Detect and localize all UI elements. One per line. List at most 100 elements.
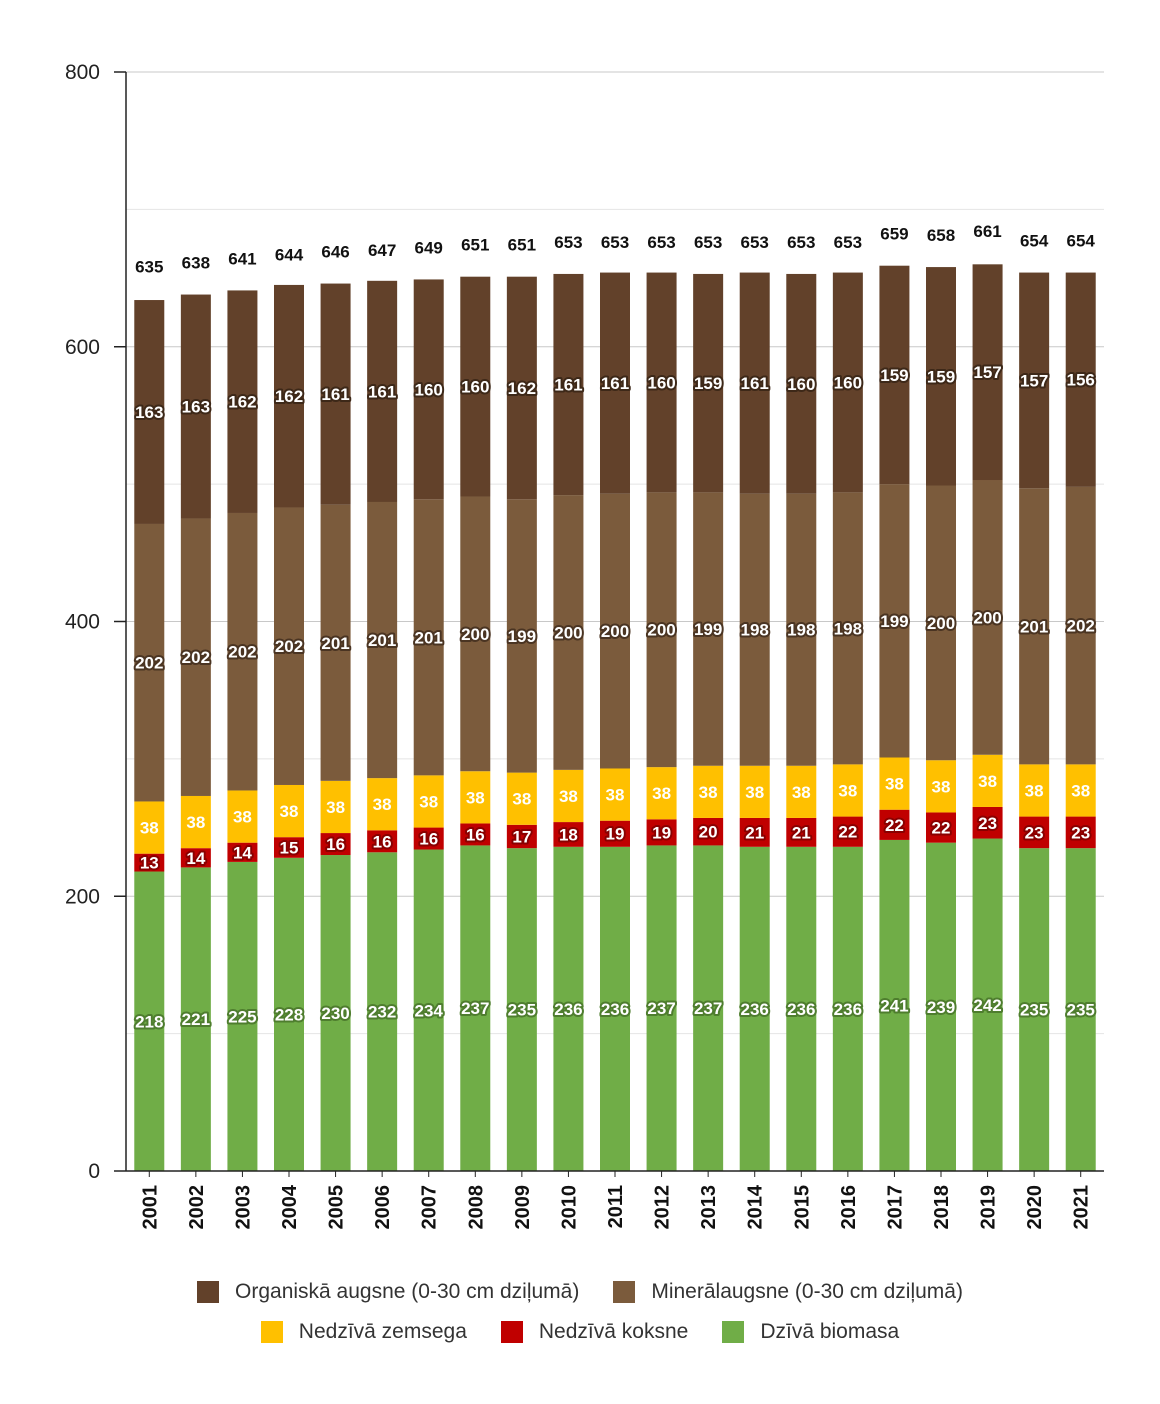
data-label: 201 bbox=[415, 628, 443, 647]
bar-segment bbox=[972, 806, 1003, 839]
bar-segment bbox=[367, 852, 398, 1171]
total-label: 635 bbox=[135, 258, 163, 277]
bar-segment bbox=[180, 848, 211, 868]
data-label: 14 bbox=[233, 843, 252, 862]
total-label: 653 bbox=[694, 233, 722, 252]
bar-segment bbox=[739, 493, 770, 766]
bar-segment bbox=[134, 871, 165, 1171]
data-label: 198 bbox=[834, 619, 862, 638]
total-label: 654 bbox=[1067, 232, 1096, 251]
total-label: 653 bbox=[647, 233, 675, 252]
bar-segment bbox=[320, 855, 351, 1171]
bar-segment bbox=[832, 846, 863, 1171]
data-label: 199 bbox=[508, 627, 536, 646]
total-label: 659 bbox=[880, 225, 908, 244]
data-label: 235 bbox=[508, 1001, 536, 1020]
bar-segment bbox=[274, 784, 304, 838]
legend-label: Organiskā augsne (0-30 cm dziļumā) bbox=[235, 1280, 580, 1303]
data-label: 228 bbox=[275, 1005, 303, 1024]
data-label: 234 bbox=[415, 1001, 444, 1020]
bar-segment bbox=[413, 499, 444, 776]
bar-segment bbox=[227, 842, 258, 862]
data-label: 16 bbox=[466, 825, 485, 844]
bar-segment bbox=[1065, 486, 1096, 765]
data-label: 38 bbox=[1071, 781, 1090, 800]
data-label: 162 bbox=[228, 393, 256, 412]
bar-segment bbox=[693, 845, 724, 1171]
x-tick-label: 2002 bbox=[186, 1185, 208, 1230]
bar-segment bbox=[972, 754, 1003, 807]
legend-swatch bbox=[722, 1321, 745, 1343]
data-label: 199 bbox=[694, 620, 722, 639]
data-label: 159 bbox=[927, 367, 955, 386]
bar-segment bbox=[134, 801, 165, 854]
data-label: 17 bbox=[512, 827, 531, 846]
data-label: 200 bbox=[647, 621, 675, 640]
data-label: 38 bbox=[326, 798, 345, 817]
bar-segment bbox=[832, 492, 863, 765]
total-label: 638 bbox=[182, 254, 210, 273]
y-tick-label: 400 bbox=[65, 611, 100, 634]
data-label: 21 bbox=[792, 823, 811, 842]
legend-swatch bbox=[260, 1321, 283, 1343]
data-label: 202 bbox=[1067, 617, 1095, 636]
x-tick-label: 2006 bbox=[372, 1185, 394, 1230]
x-tick-label: 2009 bbox=[512, 1185, 534, 1230]
x-tick-label: 2016 bbox=[838, 1185, 860, 1230]
bar-segment bbox=[367, 830, 398, 853]
data-label: 201 bbox=[368, 631, 396, 650]
data-label: 160 bbox=[834, 373, 862, 392]
total-label: 654 bbox=[1020, 232, 1049, 251]
data-label: 230 bbox=[321, 1004, 349, 1023]
data-label: 38 bbox=[699, 783, 718, 802]
data-label: 22 bbox=[838, 823, 857, 842]
data-label: 200 bbox=[461, 625, 489, 644]
data-label: 237 bbox=[461, 999, 489, 1018]
y-tick-label: 800 bbox=[65, 61, 100, 84]
bar-segment bbox=[506, 499, 537, 773]
bar-segment bbox=[600, 272, 630, 494]
legend-item-dead-wood: Nedzīvā koksne bbox=[500, 1320, 688, 1344]
data-label: 202 bbox=[275, 637, 303, 656]
bar-segment bbox=[460, 496, 491, 772]
bar-segment bbox=[506, 848, 537, 1171]
bar-segment bbox=[1065, 272, 1096, 487]
x-tick-label: 2012 bbox=[652, 1185, 674, 1230]
data-label: 14 bbox=[186, 849, 205, 868]
bar-segment bbox=[506, 824, 537, 849]
legend-row-1: Organiskā augsne (0-30 cm dziļumā) Miner… bbox=[0, 1280, 1160, 1304]
bar-segment bbox=[274, 284, 304, 508]
data-label: 13 bbox=[140, 854, 159, 873]
x-tick-label: 2014 bbox=[745, 1184, 767, 1229]
bar-segment bbox=[367, 778, 398, 831]
bar-segment bbox=[320, 504, 351, 781]
data-label: 199 bbox=[880, 612, 908, 631]
data-label: 201 bbox=[1020, 617, 1048, 636]
total-label: 647 bbox=[368, 241, 396, 260]
bar-segment bbox=[832, 272, 863, 493]
y-tick-label: 600 bbox=[65, 336, 100, 359]
data-label: 161 bbox=[554, 376, 582, 395]
bar-segment bbox=[693, 492, 724, 766]
bar-segment bbox=[506, 772, 537, 825]
data-label: 200 bbox=[973, 608, 1001, 627]
total-label: 653 bbox=[741, 233, 769, 252]
bar-segment bbox=[926, 485, 956, 761]
data-label: 38 bbox=[280, 802, 299, 821]
total-label: 653 bbox=[834, 233, 862, 252]
bar-segment bbox=[413, 849, 444, 1171]
bar-segment bbox=[693, 765, 724, 818]
data-label: 236 bbox=[834, 1000, 862, 1019]
data-label: 157 bbox=[973, 363, 1001, 382]
bar-segment bbox=[1019, 816, 1050, 849]
legend-item-mineral-soil: Minerālaugsne (0-30 cm dziļumā) bbox=[613, 1280, 963, 1304]
data-label: 38 bbox=[373, 795, 392, 814]
bar-segment bbox=[786, 765, 817, 818]
data-label: 232 bbox=[368, 1003, 396, 1022]
data-label: 198 bbox=[741, 621, 769, 640]
legend-label: Nedzīvā zemsega bbox=[298, 1320, 467, 1343]
x-tick-label: 2005 bbox=[326, 1185, 348, 1230]
x-tick-label: 2021 bbox=[1071, 1185, 1093, 1230]
x-tick-label: 2010 bbox=[558, 1185, 580, 1230]
legend-item-organic-soil: Organiskā augsne (0-30 cm dziļumā) bbox=[197, 1280, 579, 1304]
